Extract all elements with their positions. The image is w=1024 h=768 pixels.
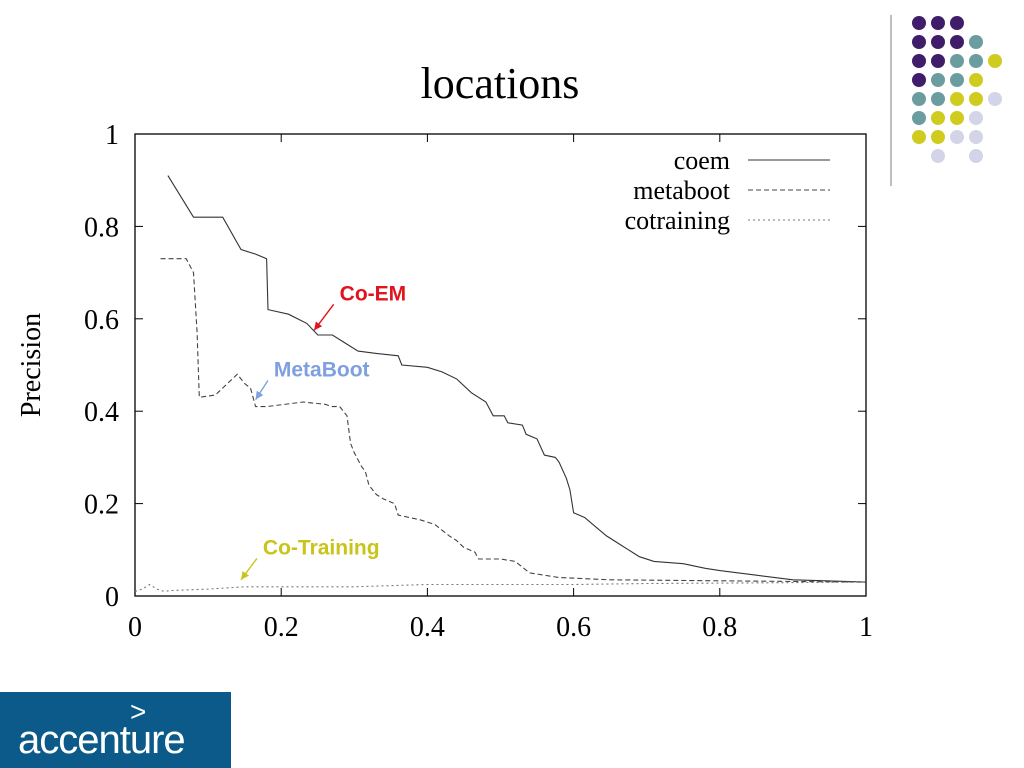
y-tick-label: 1 bbox=[105, 120, 119, 151]
x-tick-label: 0 bbox=[128, 612, 142, 643]
series-lines bbox=[134, 175, 867, 592]
x-tick-label: 1 bbox=[859, 612, 873, 643]
annotation-label: MetaBoot bbox=[274, 359, 370, 382]
annotation-arrow-head bbox=[240, 570, 249, 580]
chart-title: locations bbox=[421, 59, 580, 108]
plot-frame bbox=[134, 133, 867, 597]
y-tick-label: 0 bbox=[105, 582, 119, 613]
y-axis-label: Precision bbox=[16, 313, 47, 417]
accenture-logo: > accenture bbox=[0, 692, 231, 768]
logo-text: accenture bbox=[18, 718, 186, 762]
x-tick-label: 0.2 bbox=[264, 612, 299, 643]
annotation-label: Co-Training bbox=[263, 536, 380, 559]
logo-chevron-icon: > bbox=[130, 696, 147, 727]
series-line-cotraining bbox=[134, 581, 867, 592]
legend-label-coem: coem bbox=[674, 146, 730, 175]
y-tick-label: 0.8 bbox=[84, 212, 119, 243]
y-tick-label: 0.6 bbox=[84, 305, 119, 336]
annotation-arrow-head bbox=[314, 321, 323, 331]
x-tick-label: 0.6 bbox=[556, 612, 591, 643]
y-tick-label: 0.4 bbox=[84, 397, 119, 428]
annotations: Co-EM MetaBoot Co-Training bbox=[240, 282, 407, 581]
legend-label-metaboot: metaboot bbox=[633, 176, 731, 205]
axis-ticks: 0 0.2 0.4 0.6 0.8 1 0 0.2 0.4 0.6 0.8 1 bbox=[84, 120, 873, 643]
legend-label-cotraining: cotraining bbox=[625, 206, 730, 235]
x-tick-label: 0.8 bbox=[702, 612, 737, 643]
series-line-metaboot bbox=[160, 258, 867, 583]
annotation-label: Co-EM bbox=[340, 282, 407, 305]
y-tick-label: 0.2 bbox=[84, 490, 119, 521]
series-line-coem bbox=[167, 175, 867, 583]
x-tick-label: 0.4 bbox=[410, 612, 445, 643]
annotation-arrow-head bbox=[255, 390, 264, 400]
